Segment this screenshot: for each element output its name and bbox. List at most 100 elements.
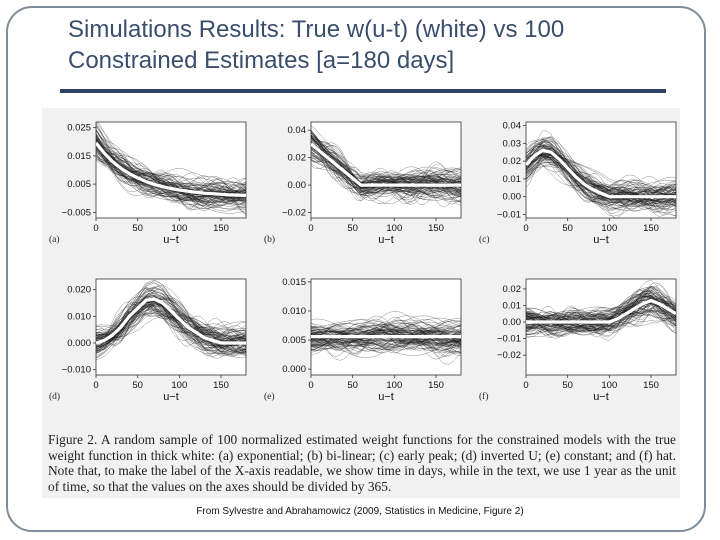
estimate-line bbox=[311, 315, 461, 344]
true-weight-line bbox=[526, 298, 676, 324]
x-axis-label: u−t bbox=[593, 391, 609, 403]
x-tick-label: 150 bbox=[213, 380, 229, 391]
y-tick-label: 0.025 bbox=[67, 123, 91, 134]
estimate-line bbox=[526, 292, 676, 332]
x-tick-label: 100 bbox=[601, 223, 617, 234]
true-weight-line bbox=[96, 297, 246, 345]
estimate-line bbox=[96, 300, 246, 358]
y-tick-label: 0.010 bbox=[282, 306, 306, 317]
estimate-line bbox=[311, 327, 461, 350]
estimate-line bbox=[526, 291, 676, 334]
y-tick-label: −0.02 bbox=[497, 350, 521, 361]
y-tick-label: 0.02 bbox=[288, 153, 307, 164]
estimate-line bbox=[311, 330, 461, 344]
estimate-line bbox=[311, 139, 461, 208]
y-tick-label: 0.00 bbox=[503, 192, 522, 203]
y-tick-label: 0.01 bbox=[503, 300, 522, 311]
chart-panel: 0 50 100 150 0.015 0.010 0.005 0.000 u−t (e) bbox=[264, 277, 462, 403]
estimate-line bbox=[526, 157, 676, 203]
estimate-line bbox=[96, 142, 246, 201]
y-tick-label: 0.015 bbox=[282, 277, 306, 288]
x-tick-label: 150 bbox=[428, 380, 444, 391]
x-tick-label: 50 bbox=[132, 380, 143, 391]
estimate-line bbox=[311, 331, 461, 360]
y-tick-label: 0.01 bbox=[503, 174, 522, 185]
estimate-line bbox=[526, 142, 676, 214]
estimate-line bbox=[96, 141, 246, 201]
x-tick-label: 100 bbox=[601, 380, 617, 391]
estimate-line bbox=[311, 326, 461, 358]
y-tick-label: −0.01 bbox=[497, 209, 521, 220]
y-tick-label: 0.00 bbox=[288, 180, 307, 191]
x-tick-label: 150 bbox=[643, 380, 659, 391]
x-tick-label: 50 bbox=[132, 223, 143, 234]
estimate-line bbox=[311, 142, 461, 194]
chart-panel: 0 50 100 150 0.04 0.03 0.02 0.01 0.00 −0.01 u−t (c) bbox=[479, 121, 677, 246]
x-tick-label: 0 bbox=[93, 223, 98, 234]
true-weight-line bbox=[96, 141, 246, 197]
estimate-line bbox=[96, 295, 246, 352]
x-tick-label: 50 bbox=[562, 380, 573, 391]
y-tick-label: 0.005 bbox=[67, 179, 91, 190]
estimate-line bbox=[526, 149, 676, 202]
x-tick-label: 50 bbox=[562, 223, 573, 234]
x-axis-label: u−t bbox=[593, 234, 609, 246]
y-tick-label: −0.010 bbox=[62, 365, 91, 376]
estimate-line bbox=[526, 287, 676, 333]
x-tick-label: 100 bbox=[171, 223, 187, 234]
x-tick-label: 150 bbox=[213, 223, 229, 234]
x-tick-label: 150 bbox=[428, 223, 444, 234]
panel-label: (a) bbox=[49, 234, 60, 245]
estimate-line bbox=[96, 301, 246, 345]
estimate-line bbox=[311, 329, 461, 334]
y-tick-label: 0.005 bbox=[282, 335, 306, 346]
x-tick-label: 0 bbox=[308, 380, 313, 391]
y-tick-label: −0.005 bbox=[62, 207, 91, 218]
estimate-line bbox=[526, 140, 676, 217]
estimate-line bbox=[526, 307, 676, 333]
x-tick-label: 50 bbox=[347, 380, 358, 391]
y-tick-label: 0.04 bbox=[288, 125, 307, 136]
estimate-line bbox=[526, 286, 676, 336]
chart-panel: 0 50 100 150 0.020 0.010 0.000 −0.010 u−t (d) bbox=[49, 278, 247, 403]
x-tick-label: 100 bbox=[386, 223, 402, 234]
estimate-line bbox=[526, 138, 676, 207]
estimate-line bbox=[96, 140, 246, 203]
chart-panel: 0 50 100 150 0.04 0.02 0.00 −0.02 u−t (b) bbox=[264, 121, 462, 246]
estimate-line bbox=[526, 296, 676, 333]
y-tick-label: −0.02 bbox=[282, 208, 306, 219]
estimate-line bbox=[311, 158, 461, 196]
true-weight-line bbox=[311, 142, 461, 187]
estimate-line bbox=[311, 319, 461, 351]
panel-label: (b) bbox=[264, 234, 275, 245]
y-tick-label: 0.015 bbox=[67, 151, 91, 162]
panel-label: (e) bbox=[264, 391, 275, 402]
title-underline bbox=[60, 89, 666, 93]
estimate-line bbox=[526, 292, 676, 336]
true-weight-line bbox=[526, 148, 676, 199]
estimate-line bbox=[96, 133, 246, 203]
figure-caption: Figure 2. A random sample of 100 normali… bbox=[48, 432, 676, 494]
estimate-line bbox=[311, 135, 461, 206]
estimate-line bbox=[526, 154, 676, 211]
estimate-line bbox=[526, 141, 676, 205]
x-tick-label: 0 bbox=[308, 223, 313, 234]
source-citation: From Sylvestre and Abrahamowicz (2009, S… bbox=[196, 506, 524, 517]
x-axis-label: u−t bbox=[378, 391, 394, 403]
slide-frame bbox=[6, 6, 706, 532]
slide-title: Simulations Results: True w(u-t) (white)… bbox=[68, 16, 565, 74]
estimate-line bbox=[96, 135, 246, 208]
x-tick-label: 100 bbox=[171, 380, 187, 391]
x-tick-label: 0 bbox=[523, 223, 528, 234]
estimate-line bbox=[311, 153, 461, 192]
estimate-line bbox=[311, 330, 461, 354]
y-tick-label: 0.000 bbox=[67, 338, 91, 349]
estimate-line bbox=[311, 325, 461, 365]
y-tick-label: 0.00 bbox=[503, 317, 522, 328]
y-tick-label: 0.000 bbox=[282, 364, 306, 375]
y-tick-label: 0.04 bbox=[503, 121, 522, 132]
y-tick-label: 0.010 bbox=[67, 311, 91, 322]
x-tick-label: 100 bbox=[386, 380, 402, 391]
y-tick-label: 0.03 bbox=[503, 138, 522, 149]
estimate-line bbox=[311, 323, 461, 353]
